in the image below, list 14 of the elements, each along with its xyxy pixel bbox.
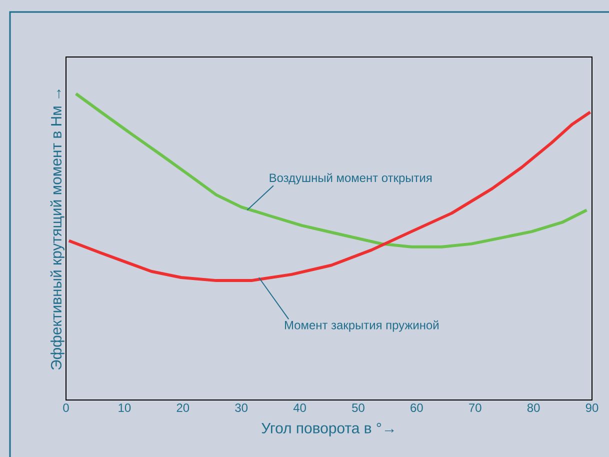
x-tick-label: 50 xyxy=(352,404,364,412)
x-tick-label: 60 xyxy=(410,404,423,412)
annotation: Момент закрытия пружиной xyxy=(285,320,438,332)
x-tick-label: 40 xyxy=(293,404,306,412)
y-axis-title: Эффективный крутящий момент в Нм → xyxy=(50,90,64,370)
x-tick-label: 90 xyxy=(586,404,598,412)
x-tick-label: 10 xyxy=(118,404,131,412)
x-tick-label: 20 xyxy=(176,404,190,412)
annotation: Воздушный момент открытия xyxy=(270,173,432,184)
x-tick-label: 0 xyxy=(63,404,69,412)
x-tick-label: 30 xyxy=(235,404,248,412)
x-tick-label: 80 xyxy=(527,404,540,412)
x-axis-title: Угол поворота в °→ xyxy=(262,422,394,436)
x-tick-label: 70 xyxy=(469,404,482,412)
